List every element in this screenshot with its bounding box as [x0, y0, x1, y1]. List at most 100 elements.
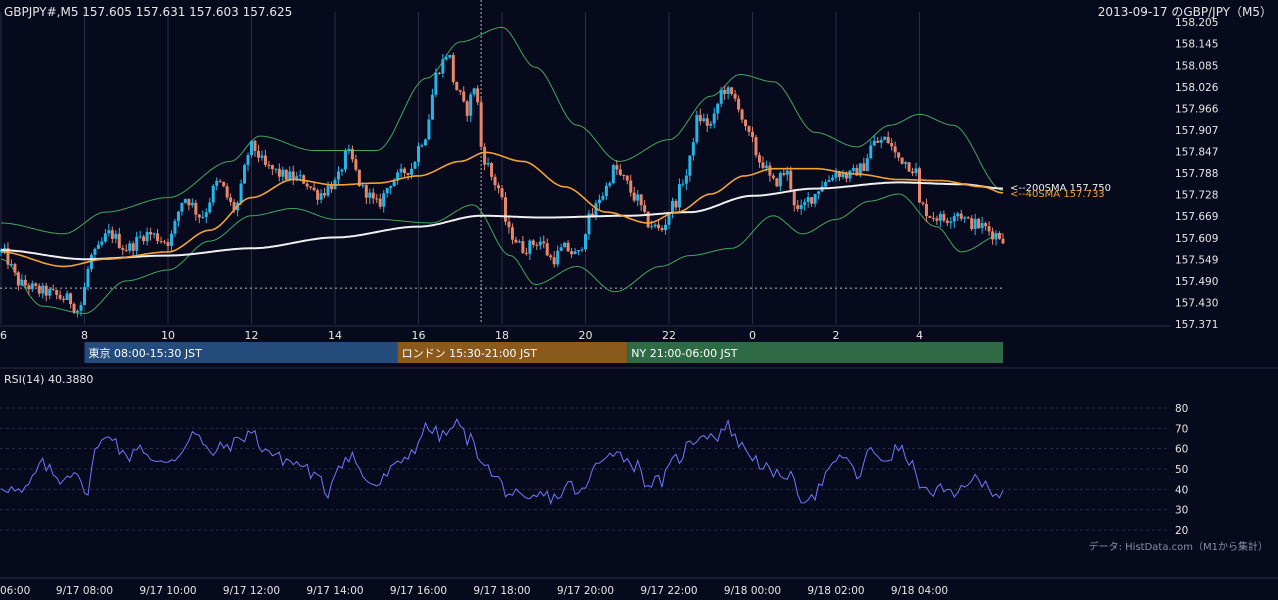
candle [110, 230, 114, 239]
hour-tick-label: 14 [328, 329, 342, 342]
candle [580, 249, 584, 251]
candle [312, 187, 316, 191]
candle [740, 109, 744, 120]
candle [549, 255, 553, 258]
candle [163, 241, 167, 243]
candle [702, 118, 706, 122]
candle [305, 183, 309, 187]
symbol-info: GBPJPY#,M5 157.605 157.631 157.603 157.6… [4, 5, 292, 19]
candle [924, 203, 928, 217]
candle [23, 279, 27, 286]
candle [524, 252, 528, 254]
candle [869, 145, 873, 159]
candle [768, 165, 772, 176]
candle [406, 172, 410, 175]
session-label: ロンドン 15:30-21:00 JST [402, 347, 538, 360]
candle [949, 221, 953, 223]
price-tick-label: 157.371 [1175, 319, 1218, 331]
sma40-line [0, 151, 1004, 268]
candle [650, 226, 654, 228]
candle [288, 171, 292, 180]
candle [173, 220, 177, 234]
candle [260, 155, 264, 158]
price-tick-label: 158.205 [1175, 17, 1218, 29]
candle [611, 165, 615, 184]
rsi-tick-label: 40 [1175, 484, 1188, 496]
candle [503, 197, 507, 222]
candle [368, 192, 372, 198]
candle [824, 182, 828, 187]
candle [514, 239, 518, 243]
candle [601, 196, 605, 200]
candle [270, 165, 274, 170]
candle [225, 186, 229, 198]
candle [744, 119, 748, 127]
candle [121, 248, 125, 250]
candle [41, 285, 45, 294]
candle [417, 146, 420, 162]
price-tick-label: 158.026 [1175, 82, 1219, 94]
candle [479, 102, 483, 147]
candle [733, 93, 737, 99]
price-tick-label: 158.145 [1175, 39, 1218, 51]
sma200-label: <--200SMA 157.750 [1010, 183, 1111, 194]
time-tick-label: 9/17 18:00 [473, 585, 530, 597]
candle [719, 89, 723, 104]
candle [973, 218, 977, 230]
price-tick-label: 158.085 [1175, 60, 1218, 72]
price-tick-label: 157.490 [1175, 276, 1218, 288]
candle [956, 213, 960, 217]
candle [841, 173, 845, 178]
candle [664, 224, 668, 231]
candle [399, 168, 403, 173]
candle [427, 119, 431, 140]
candle [876, 140, 880, 143]
time-tick-label: 9/17 16:00 [390, 585, 447, 597]
candle [51, 289, 55, 291]
candle [277, 168, 281, 177]
bollinger-bands [0, 26, 1004, 315]
candle [597, 199, 601, 204]
time-tick-label: 9/18 00:00 [724, 585, 781, 597]
candle [893, 146, 897, 153]
candle [263, 155, 267, 165]
price-tick-label: 157.549 [1175, 255, 1218, 267]
candle [834, 172, 838, 178]
candle [211, 185, 215, 203]
candle [469, 94, 473, 116]
candle [256, 150, 260, 158]
hour-tick-label: 10 [161, 329, 175, 342]
candle [625, 175, 629, 181]
candle [789, 170, 793, 190]
candle [89, 254, 93, 269]
hour-tick-label: 16 [412, 329, 426, 342]
candle [239, 183, 243, 203]
candle [347, 148, 351, 151]
candle [48, 289, 52, 296]
candle [392, 180, 396, 187]
candle [674, 200, 678, 208]
candle [232, 202, 236, 211]
candle [169, 233, 173, 246]
price-tick-label: 157.430 [1175, 298, 1218, 310]
time-tick-label: 9/17 10:00 [139, 585, 196, 597]
candle [730, 87, 734, 94]
candle [771, 175, 775, 179]
candle [921, 202, 925, 204]
candle [803, 201, 807, 206]
time-tick-label: 9/17 20:00 [557, 585, 614, 597]
candle [726, 87, 730, 94]
rsi-series [0, 418, 1004, 506]
candle [316, 190, 320, 200]
candle [156, 233, 160, 242]
time-axis: 06:00 9/17 08:00 9/17 10:00 9/17 12:00 9/17 … [0, 585, 948, 597]
candle [437, 72, 441, 74]
candle [556, 250, 560, 265]
candle [695, 115, 699, 143]
candle [747, 126, 751, 132]
candle [483, 146, 487, 165]
candle [764, 165, 768, 168]
candle [757, 155, 761, 163]
candle [444, 57, 448, 60]
